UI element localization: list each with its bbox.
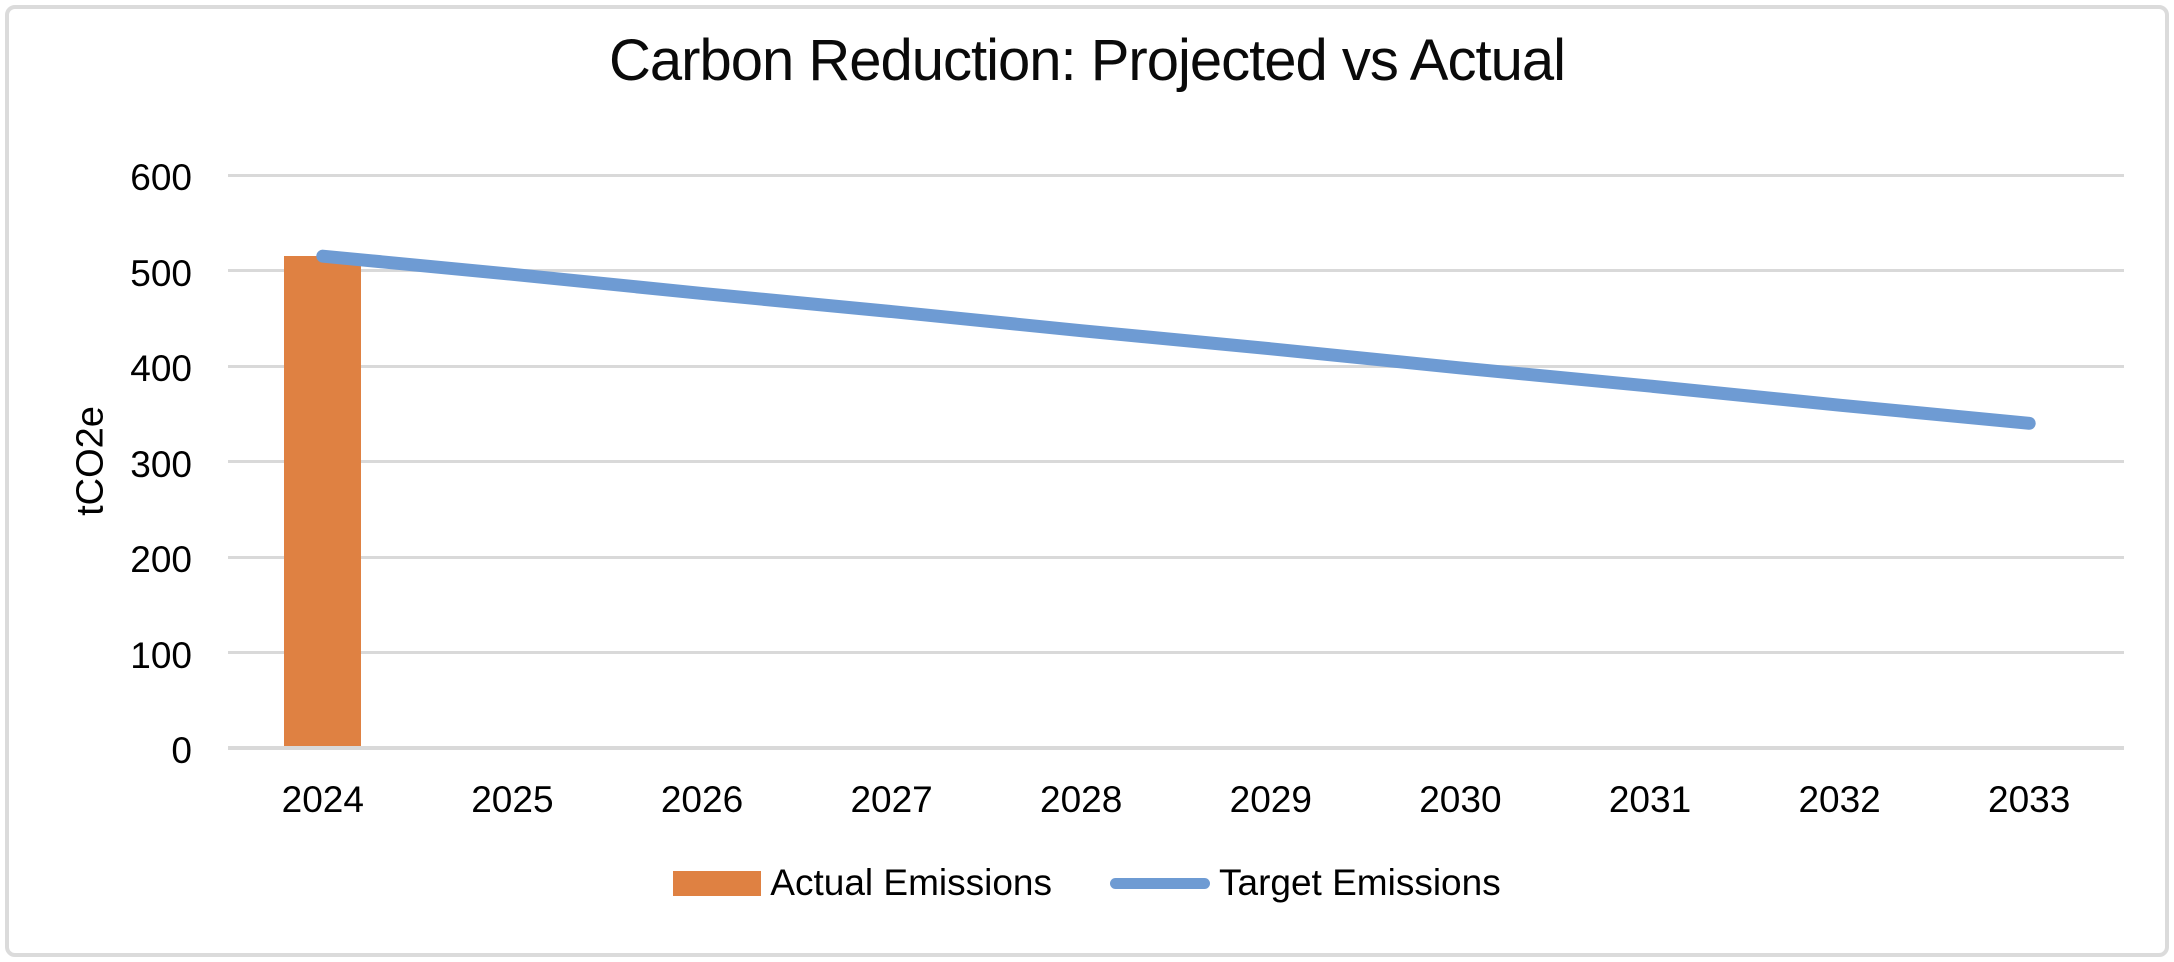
- legend-item-actual-emissions: Actual Emissions: [673, 862, 1052, 904]
- y-axis-tick-label-600: 600: [130, 157, 192, 198]
- legend-item-target-emissions: Target Emissions: [1110, 862, 1501, 904]
- x-axis-line: [228, 746, 2124, 750]
- bar-actual-emissions-2024: [284, 256, 362, 746]
- x-axis-tick-label-2026: 2026: [660, 779, 744, 820]
- y-axis-tick-label-100: 100: [130, 634, 192, 676]
- y-axis-tick-label-400: 400: [130, 348, 192, 389]
- y-axis-tick-label-200: 200: [130, 539, 192, 580]
- x-axis-tick-label-2031: 2031: [1608, 779, 1692, 820]
- y-axis-tick-label-500: 500: [130, 252, 192, 294]
- chart-frame: [5, 5, 2169, 957]
- gridline-300: [228, 460, 2124, 463]
- chart-title: Carbon Reduction: Projected vs Actual: [609, 28, 1566, 93]
- y-axis-tick-label-0: 0: [171, 730, 192, 771]
- x-axis-tick-label-2029: 2029: [1229, 779, 1312, 820]
- legend-label-actual-emissions: Actual Emissions: [770, 862, 1052, 903]
- x-axis-tick-label-2033: 2033: [1988, 779, 2071, 820]
- gridline-200: [228, 555, 2124, 559]
- y-axis-tick-label-300: 300: [130, 443, 192, 485]
- x-axis-tick-label-2032: 2032: [1798, 779, 1881, 820]
- gridline-500: [228, 269, 2124, 272]
- legend: Actual Emissions Target Emissions: [0, 862, 2174, 904]
- gridline-400: [228, 364, 2124, 368]
- x-axis-tick-label-2030: 2030: [1419, 779, 1502, 820]
- x-axis-tick-label-2027: 2027: [850, 779, 933, 820]
- target-emissions-line: [316, 249, 2036, 430]
- x-axis-tick-label-2028: 2028: [1040, 779, 1123, 820]
- x-axis-tick-label-2025: 2025: [471, 779, 554, 820]
- legend-label-target-emissions: Target Emissions: [1219, 862, 1501, 903]
- gridline-100: [228, 651, 2124, 654]
- legend-swatch-target-emissions: [1110, 877, 1210, 889]
- legend-swatch-actual-emissions: [673, 870, 762, 896]
- gridline-600: [228, 173, 2124, 177]
- x-axis-tick-label-2024: 2024: [281, 779, 364, 820]
